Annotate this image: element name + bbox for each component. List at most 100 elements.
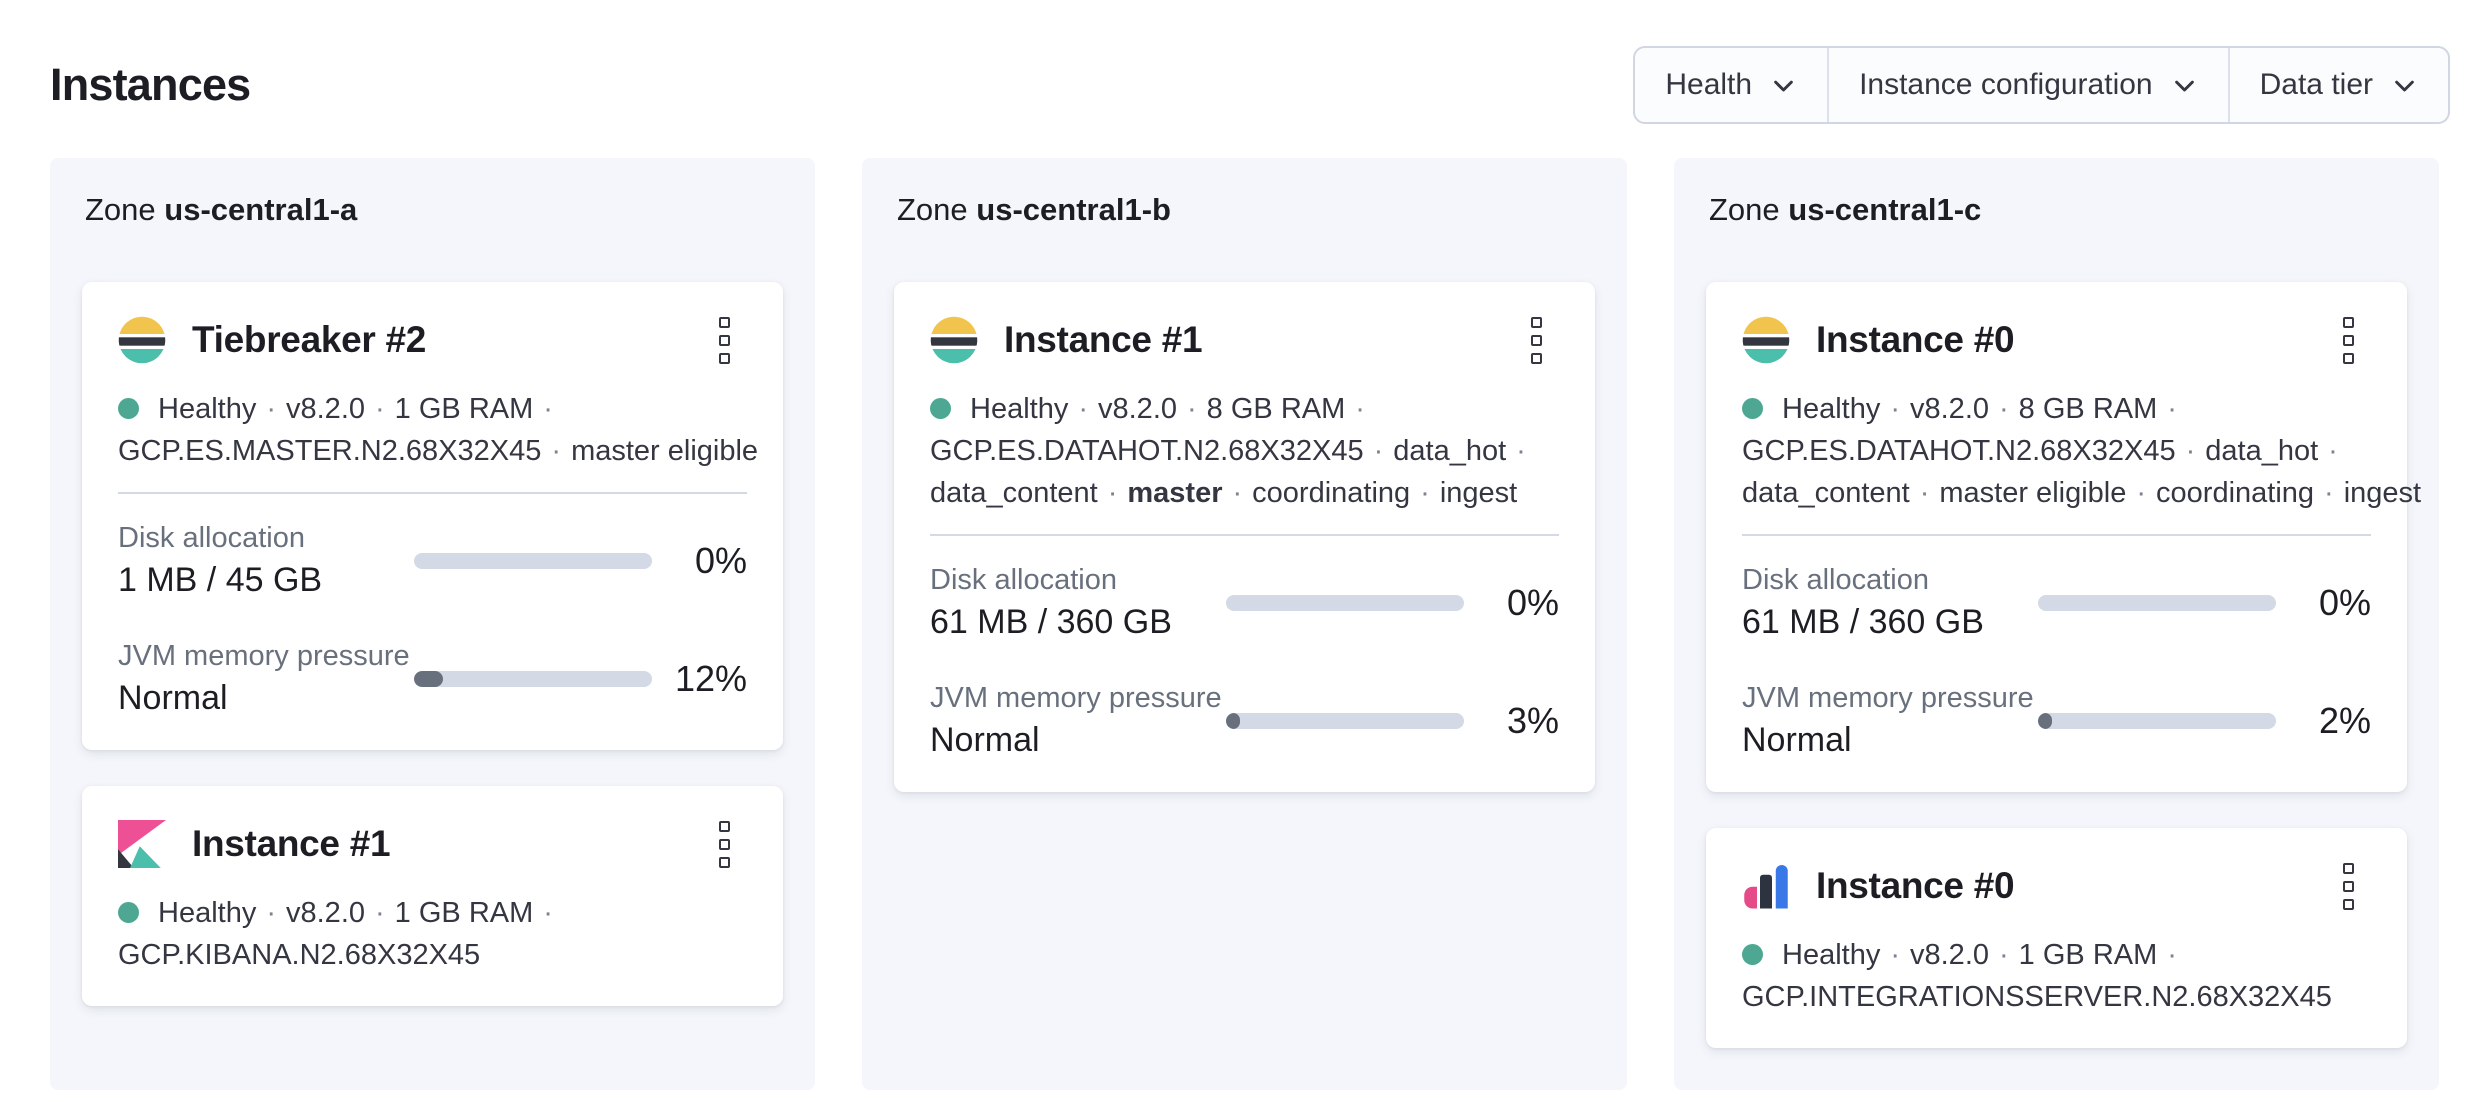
zone-label-prefix: Zone — [1709, 192, 1780, 227]
separator-dot: · — [1890, 939, 1900, 971]
status-text: 8 GB RAM — [1206, 393, 1346, 425]
card-menu-button[interactable] — [701, 314, 747, 366]
boxes-vertical-icon — [718, 856, 730, 868]
separator-dot: · — [543, 393, 553, 425]
chevron-down-icon — [2174, 80, 2194, 91]
metric-value: Normal — [118, 679, 228, 717]
filter-health-button[interactable]: Health — [1635, 48, 1827, 122]
metric-label: JVM memory pressure — [118, 640, 410, 672]
zone-name: us-central1-a — [164, 192, 358, 227]
separator-dot: · — [1373, 435, 1384, 467]
metric-row: Disk allocation 61 MB / 360 GB 0% — [930, 562, 1559, 644]
status-text: v8.2.0 — [286, 897, 365, 929]
status-text: master eligible — [571, 435, 759, 467]
metrics-section: Disk allocation 61 MB / 360 GB 0% JVM memor… — [1742, 562, 2371, 762]
boxes-vertical-icon — [1530, 352, 1542, 364]
filter-bar: Health Instance configuration Data tier — [1633, 46, 2450, 124]
metric-percent: 0% — [1506, 582, 1559, 623]
instance-card: Instance #0 Healthy · v8.2.0 · 1 GB RAM · GCP.… — [1706, 828, 2407, 1048]
metric-percent: 3% — [1506, 700, 1559, 741]
separator-dot: · — [375, 897, 385, 929]
card-menu-button[interactable] — [1513, 314, 1559, 366]
card-menu-button[interactable] — [2325, 314, 2371, 366]
metric-percent: 12% — [674, 658, 747, 699]
card-header: Instance #0 — [1742, 860, 2371, 912]
separator-dot: · — [266, 897, 276, 929]
filter-instance-configuration-button[interactable]: Instance configuration — [1827, 48, 2228, 122]
status-text: ingest — [2343, 477, 2422, 509]
boxes-vertical-icon — [718, 316, 730, 328]
zone-label-prefix: Zone — [85, 192, 156, 227]
status-line: GCP.ES.DATAHOT.N2.68X32X45 · data_hot · — [930, 430, 1559, 472]
separator-dot: · — [2136, 477, 2147, 509]
separator-dot: · — [1999, 393, 2009, 425]
status-text: v8.2.0 — [1910, 393, 1989, 425]
status-line: GCP.INTEGRATIONSSERVER.N2.68X32X45 — [1742, 976, 2371, 1018]
zone-name: us-central1-c — [1788, 192, 1982, 227]
card-header: Instance #1 — [118, 818, 747, 870]
health-status-dot — [1742, 398, 1763, 419]
card-title: Instance #1 — [192, 823, 391, 864]
health-status-dot — [1742, 944, 1763, 965]
separator-dot: · — [2185, 435, 2196, 467]
metric-text: JVM memory pressure Normal — [1742, 680, 2038, 762]
boxes-vertical-icon — [718, 838, 730, 850]
boxes-vertical-icon — [1530, 334, 1542, 346]
separator-dot: · — [1232, 477, 1243, 509]
status-text: master — [1127, 477, 1223, 509]
metric-value: Normal — [930, 721, 1040, 759]
status-text: GCP.ES.DATAHOT.N2.68X32X45 — [930, 435, 1364, 467]
instance-card: Tiebreaker #2 Healthy · v8.2.0 · 1 GB RAM · GC… — [82, 282, 783, 750]
separator-dot: · — [1187, 393, 1197, 425]
metric-text: JVM memory pressure Normal — [930, 680, 1226, 762]
metric-row: Disk allocation 1 MB / 45 GB 0% — [118, 520, 747, 602]
boxes-vertical-icon — [2342, 334, 2354, 346]
metric-label: Disk allocation — [1742, 564, 1929, 596]
card-divider — [118, 492, 747, 494]
filter-health-label: Health — [1665, 68, 1753, 101]
progress-bar — [414, 553, 652, 569]
progress-bar — [1226, 595, 1464, 611]
card-menu-button[interactable] — [701, 818, 747, 870]
page-title: Instances — [50, 59, 251, 110]
status-text: v8.2.0 — [1910, 939, 1989, 971]
chevron-down-icon — [1774, 80, 1793, 91]
separator-dot: · — [1107, 477, 1118, 509]
instance-card: Instance #1 Healthy · v8.2.0 · 1 GB RAM · GCP.… — [82, 786, 783, 1006]
status-text: 1 GB RAM — [2018, 939, 2158, 971]
separator-dot: · — [2328, 435, 2338, 467]
zone-panel: Zone us-central1-c Instance #0 Healthy · v… — [1674, 158, 2439, 1090]
metric-text: Disk allocation 61 MB / 360 GB — [930, 562, 1226, 644]
separator-dot: · — [1999, 939, 2009, 971]
zone-panel: Zone us-central1-a Tiebreaker #2 Healthy… — [50, 158, 815, 1090]
metric-row: Disk allocation 61 MB / 360 GB 0% — [1742, 562, 2371, 644]
card-header: Instance #0 — [1742, 314, 2371, 366]
status-text: Healthy — [1782, 939, 1881, 971]
boxes-vertical-icon — [2342, 880, 2354, 892]
status-line: Healthy · v8.2.0 · 1 GB RAM · — [1742, 934, 2371, 976]
health-status-dot — [930, 398, 951, 419]
zone-cards: Instance #1 Healthy · v8.2.0 · 8 GB RAM · GCP.… — [894, 282, 1595, 792]
metric-label: JVM memory pressure — [930, 682, 1222, 714]
metric-value: 61 MB / 360 GB — [1742, 603, 1984, 641]
status-text: 1 GB RAM — [394, 897, 534, 929]
status-line: Healthy · v8.2.0 · 8 GB RAM · — [1742, 388, 2371, 430]
zone-label: Zone us-central1-c — [1706, 192, 2407, 228]
boxes-vertical-icon — [2342, 862, 2354, 874]
card-header: Tiebreaker #2 — [118, 314, 747, 366]
filter-data-tier-button[interactable]: Data tier — [2227, 48, 2448, 122]
status-text: GCP.ES.MASTER.N2.68X32X45 — [118, 435, 542, 467]
status-text: GCP.KIBANA.N2.68X32X45 — [118, 939, 481, 971]
status-text: Healthy — [1782, 393, 1881, 425]
metric-value: 61 MB / 360 GB — [930, 603, 1172, 641]
integrations-server-logo-icon — [1742, 862, 1790, 910]
separator-dot: · — [551, 435, 562, 467]
card-menu-button[interactable] — [2325, 860, 2371, 912]
status-summary: Healthy · v8.2.0 · 1 GB RAM · GCP.ES.MASTER.N2… — [118, 388, 758, 472]
status-text: data_content — [930, 477, 1098, 509]
metric-label: JVM memory pressure — [1742, 682, 2034, 714]
progress-bar — [1226, 713, 1464, 729]
status-text: data_content — [1742, 477, 1910, 509]
boxes-vertical-icon — [1530, 316, 1542, 328]
metric-percent: 0% — [2318, 582, 2371, 623]
